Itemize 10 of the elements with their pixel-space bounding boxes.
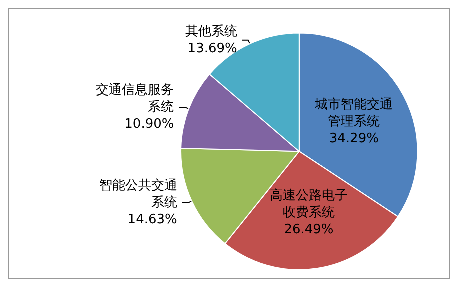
data-label: 14.63% [128,212,178,228]
data-label: 26.49% [284,222,334,238]
data-label: 10.90% [124,117,174,132]
slice-label: 智能公共交通系统 [99,178,178,211]
slice-label: 城市智能交通管理系统 [314,96,394,130]
slice-label: 交通信息服务系统 [96,82,174,116]
data-label: 34.29% [329,132,379,147]
data-label: 13.69% [188,41,238,56]
slice-label: 高速公路电子收费系统 [270,188,348,221]
slice-label: 其他系统 [185,24,238,40]
